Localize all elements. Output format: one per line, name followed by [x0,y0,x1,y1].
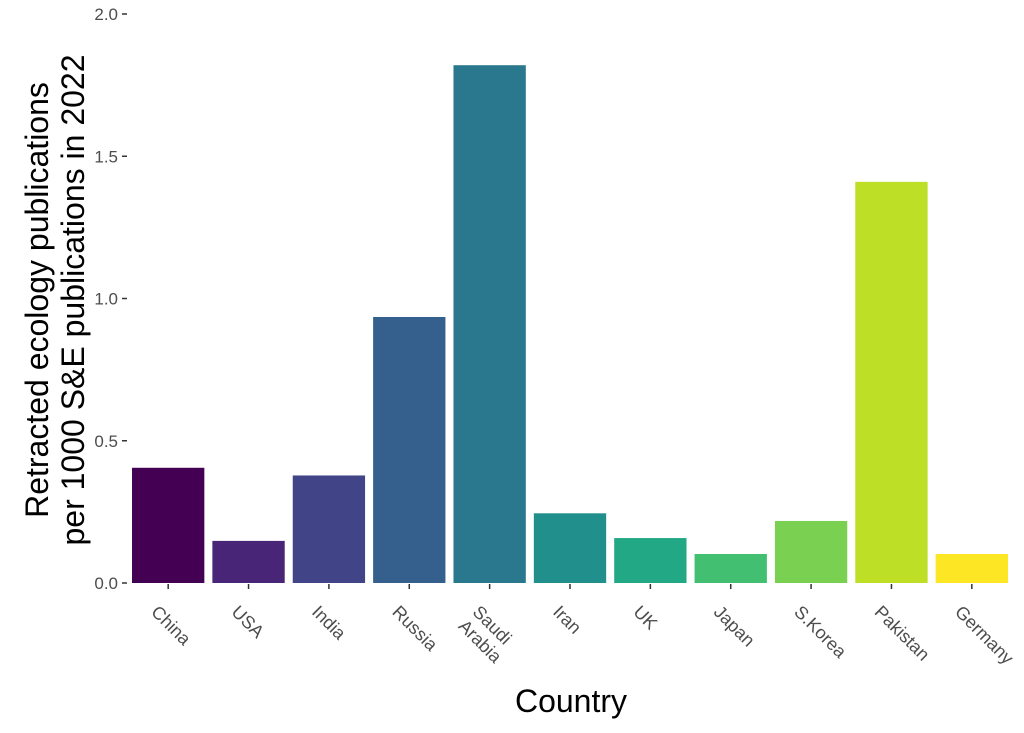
y-tick-label: 0.5 [94,432,118,451]
y-tick-label: 2.0 [94,5,118,24]
bar [774,520,848,583]
y-axis-title-line-2: per 1000 S&E publications in 2022 [55,54,91,545]
y-tick-label: 1.5 [94,147,118,166]
x-tick-label: S.Korea [790,602,851,663]
x-tick-label: Russia [388,602,442,656]
x-axis: China USA India Russia SaudiArabia Iran UK Japa… [147,584,1017,668]
bar [533,513,607,583]
bar [694,553,767,583]
x-tick-label: Pakistan [871,602,934,665]
x-tick-label: USA [228,602,268,642]
y-axis-title: Retracted ecology publications per 1000 … [19,54,91,545]
y-tick-label: 1.0 [94,290,118,309]
bar [132,467,205,583]
bar [453,65,526,583]
x-tick-label: China [147,602,195,650]
x-tick-label: Iran [549,602,585,638]
x-tick-label: Germany [951,602,1017,668]
bar [855,181,928,584]
bar [212,540,285,583]
bar [614,538,687,583]
x-tick-label: UK [630,602,662,634]
y-axis-title-line-1: Retracted ecology publications [19,82,55,518]
x-tick-label: Japan [710,602,759,651]
bar [935,553,1008,583]
bar [292,475,366,583]
x-axis-title: Country [515,683,627,719]
x-tick-label: India [308,602,350,644]
bar [373,316,446,583]
y-tick-label: 0.0 [94,574,118,593]
x-tick-label: SaudiArabia [455,602,521,668]
bars [132,65,1008,584]
y-axis: 0.0 0.5 1.0 1.5 2.0 [94,5,127,593]
